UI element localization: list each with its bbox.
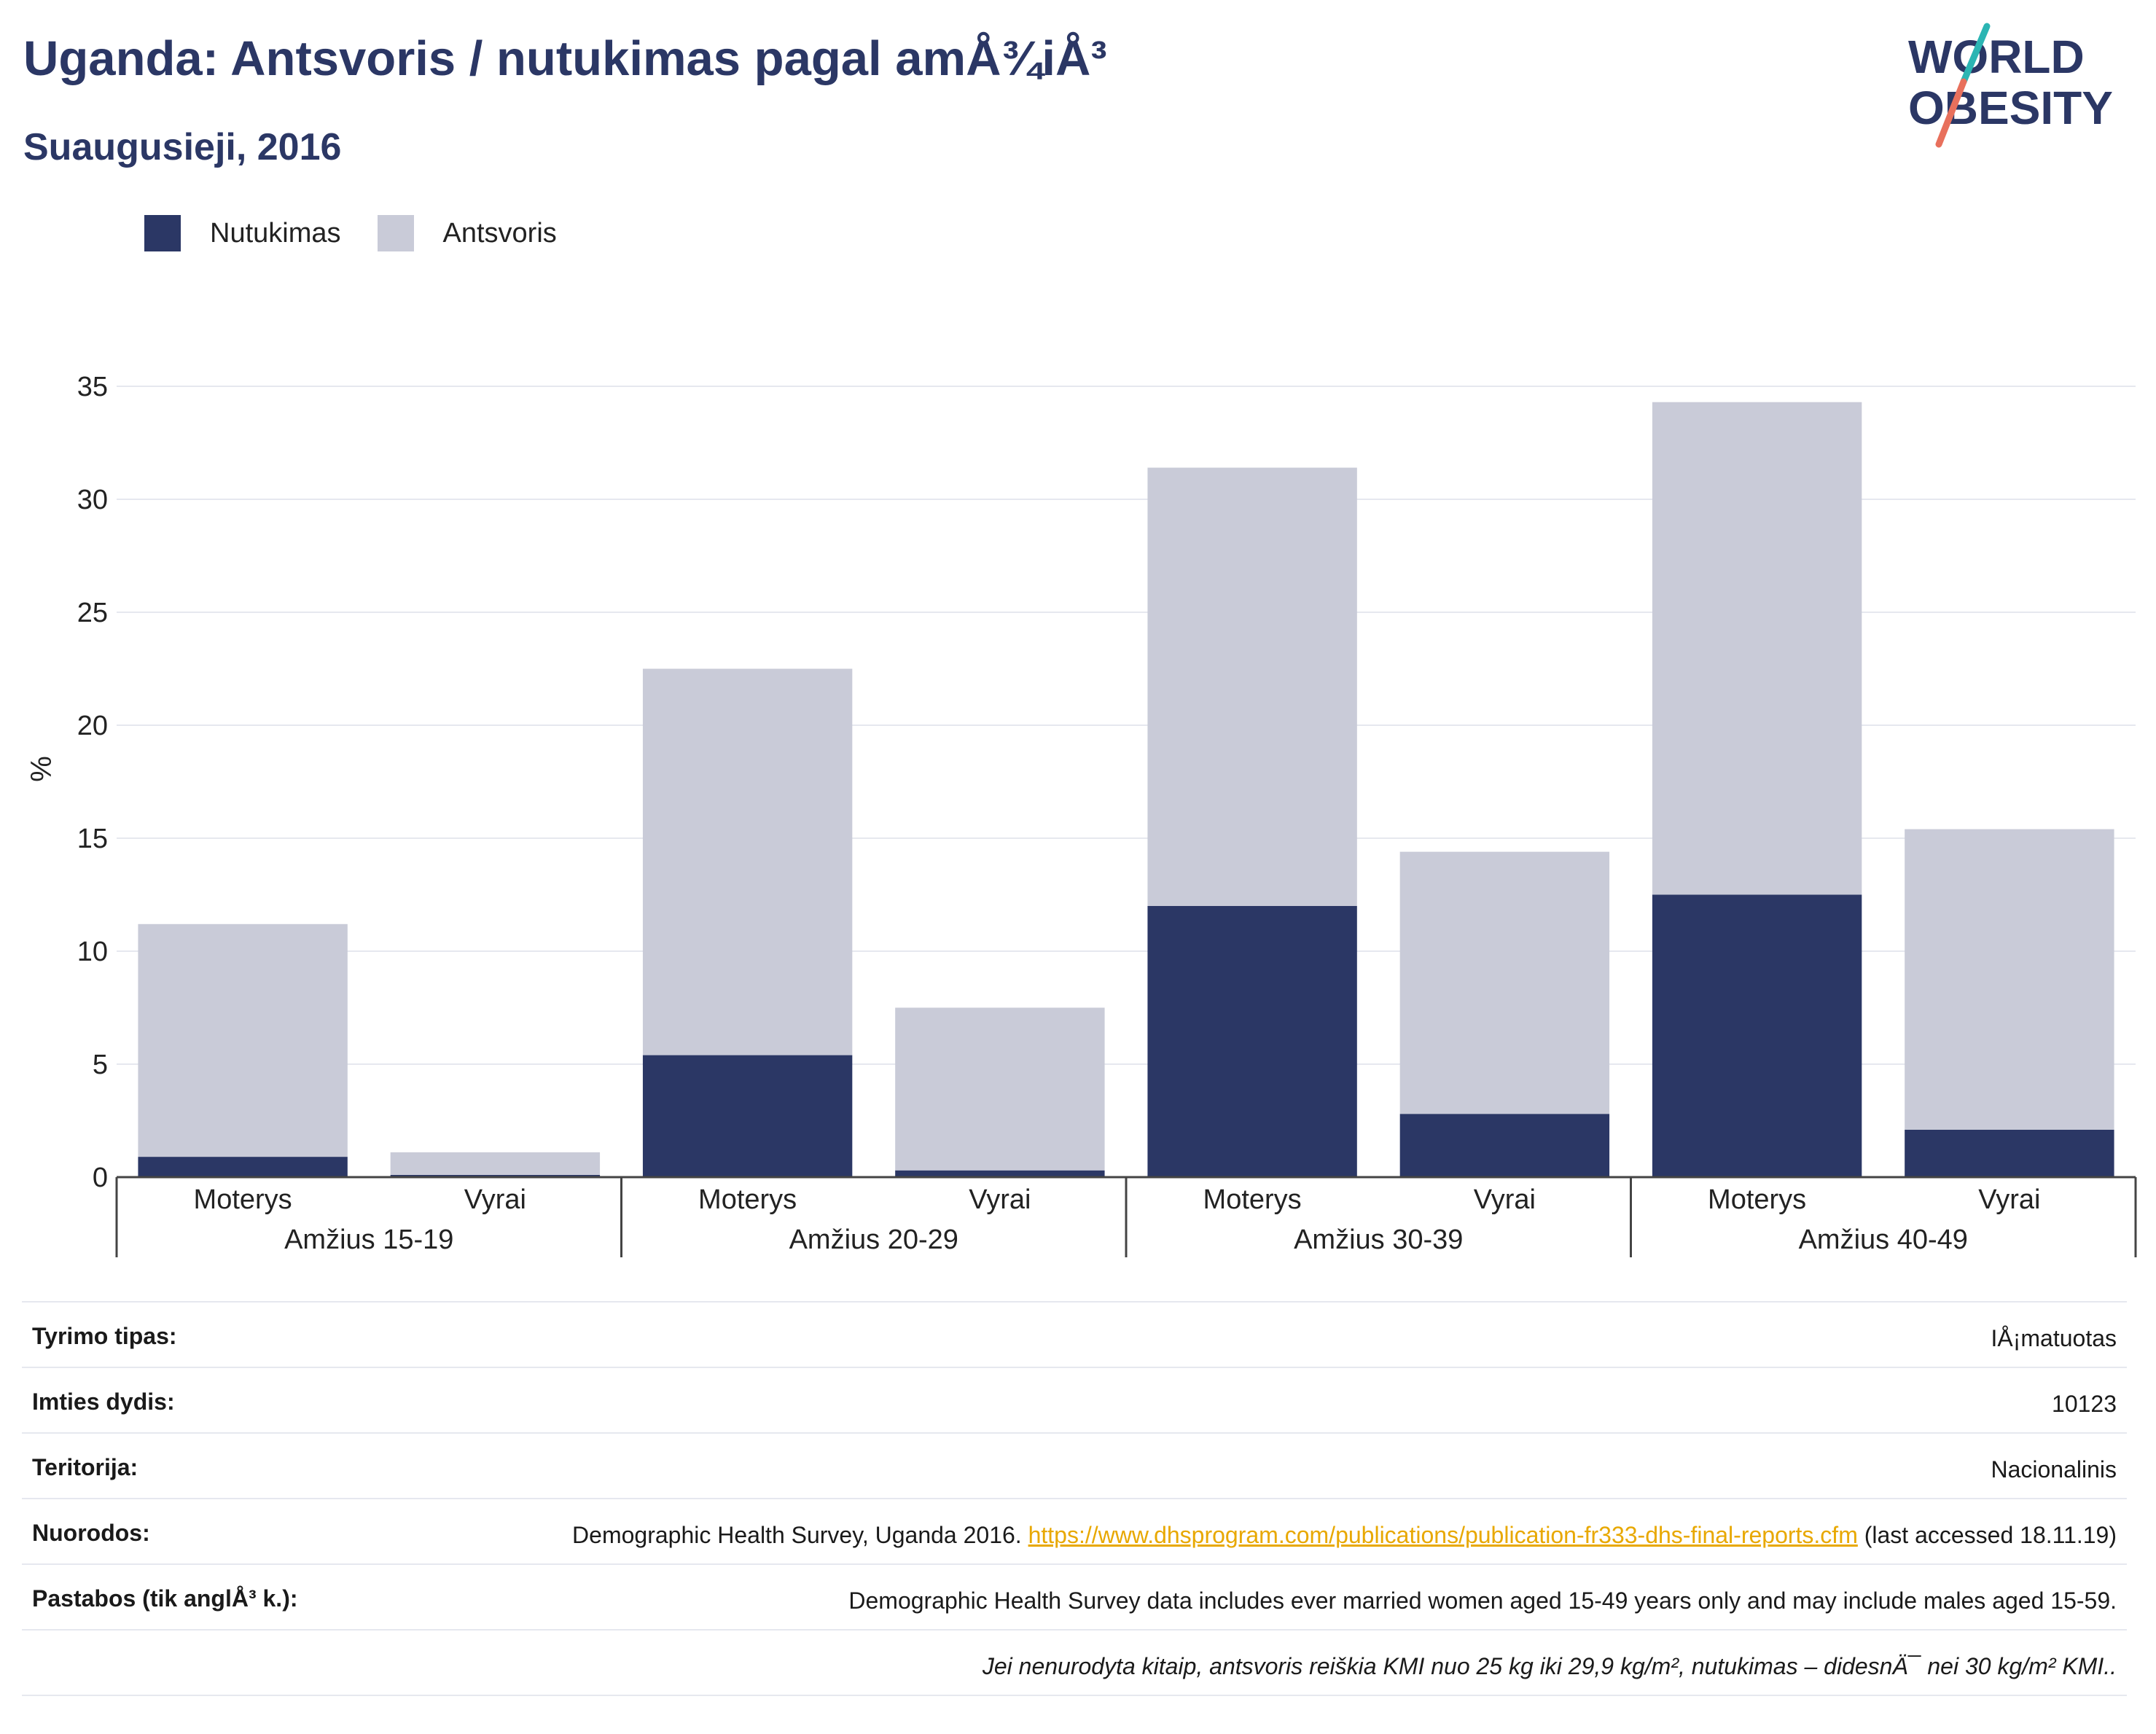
references-suffix: (last accessed 18.11.19): [1864, 1522, 2117, 1548]
legend-label-obesity: Nutukimas: [210, 217, 341, 249]
survey-type-label: Tyrimo tipas:: [32, 1323, 177, 1349]
legend-item-obesity: Nutukimas: [144, 215, 341, 251]
x-tick-label: Moterys: [1203, 1184, 1302, 1215]
legend-swatch-obesity: [144, 215, 181, 251]
bar-obesity-2: [642, 1055, 853, 1177]
x-tick-label: Vyrai: [969, 1184, 1031, 1215]
bar-overweight-4: [1147, 467, 1357, 906]
notes-label: Pastabos (tik anglÅ³ k.):: [32, 1585, 298, 1612]
y-axis-label: %: [26, 756, 58, 782]
logo-slash-teal: [1960, 23, 1991, 85]
group-label: Amžius 30-39: [1294, 1225, 1463, 1255]
info-row-territory: Teritorija: Nacionalinis: [22, 1432, 2127, 1498]
notes-value: Demographic Health Survey data includes …: [848, 1587, 2117, 1614]
group-label: Amžius 40-49: [1799, 1225, 1968, 1255]
bar-overweight-6: [1652, 402, 1862, 895]
group-label: Amžius 20-29: [789, 1225, 958, 1255]
bar-overweight-3: [895, 1007, 1105, 1171]
territory-value: Nacionalinis: [1991, 1456, 2117, 1483]
bar-obesity-6: [1652, 894, 1862, 1177]
y-tick-label: 20: [77, 711, 108, 741]
legend-label-overweight: Antsvoris: [442, 217, 557, 249]
logo-slash-coral: [1935, 78, 1967, 148]
legend-item-overweight: Antsvoris: [377, 215, 557, 251]
info-row-references: Nuorodos: Demographic Health Survey, Uga…: [22, 1498, 2127, 1563]
sample-size-value: 10123: [2052, 1391, 2117, 1417]
x-tick-label: Moterys: [698, 1184, 797, 1215]
y-tick-label: 30: [77, 485, 108, 515]
bar-obesity-0: [138, 1157, 348, 1177]
references-text: Demographic Health Survey, Uganda 2016.: [572, 1522, 1022, 1548]
info-row-notes: Pastabos (tik anglÅ³ k.): Demographic He…: [22, 1563, 2127, 1629]
sample-size-label: Imties dydis:: [32, 1389, 175, 1415]
footnote: Jei nenurodyta kitaip, antsvoris reiškia…: [982, 1653, 2117, 1679]
bar-obesity-1: [390, 1174, 601, 1177]
bar-overweight-2: [642, 668, 853, 1055]
x-tick-label: Moterys: [1708, 1184, 1806, 1215]
bars: [138, 402, 2114, 1177]
bar-obesity-5: [1399, 1114, 1610, 1177]
x-tick-label: Moterys: [194, 1184, 292, 1215]
y-tick-labels: 0 5 10 15 20 25 30 35: [77, 372, 108, 1193]
legend: Nutukimas Antsvoris: [144, 215, 593, 251]
y-tick-label: 15: [77, 824, 108, 854]
y-tick-label: 0: [93, 1163, 108, 1193]
references-label: Nuorodos:: [32, 1520, 150, 1546]
logo-line1: WORLD: [1908, 31, 2085, 83]
info-row-sample-size: Imties dydis: 10123: [22, 1367, 2127, 1432]
x-tick-label: Vyrai: [1978, 1184, 2040, 1215]
bar-overweight-5: [1399, 851, 1610, 1114]
grid-lines: [117, 386, 2136, 1065]
bar-obesity-3: [895, 1170, 1105, 1177]
info-row-footnote: Jei nenurodyta kitaip, antsvoris reiškia…: [22, 1629, 2127, 1696]
territory-label: Teritorija:: [32, 1454, 138, 1480]
bar-overweight-0: [138, 923, 348, 1157]
y-tick-label: 5: [93, 1050, 108, 1080]
group-label: Amžius 15-19: [284, 1225, 453, 1255]
x-tick-label: Vyrai: [1474, 1184, 1536, 1215]
bar-overweight-7: [1905, 829, 2114, 1130]
chart-subtitle: Suaugusieji, 2016: [23, 126, 342, 168]
references-value: Demographic Health Survey, Uganda 2016. …: [150, 1520, 2117, 1550]
bar-obesity-7: [1905, 1129, 2114, 1177]
world-obesity-logo: WORLD OBESITY: [1908, 23, 2113, 148]
bar-obesity-4: [1147, 906, 1357, 1177]
logo-line2: OBESITY: [1908, 82, 2113, 134]
y-tick-label: 10: [77, 937, 108, 967]
y-tick-label: 25: [77, 598, 108, 628]
bar-overweight-1: [390, 1152, 601, 1175]
references-link[interactable]: https://www.dhsprogram.com/publications/…: [1028, 1522, 1858, 1548]
info-row-survey-type: Tyrimo tipas: IÅ¡matuotas: [22, 1301, 2127, 1367]
x-axis: Moterys Vyrai Moterys Vyrai Moterys Vyrai Mote…: [115, 1176, 2137, 1257]
chart-title: Uganda: Antsvoris / nutukimas pagal amÅ¾…: [23, 31, 1107, 86]
x-tick-label: Vyrai: [464, 1184, 526, 1215]
info-table: Tyrimo tipas: IÅ¡matuotas Imties dydis: …: [22, 1301, 2127, 1696]
legend-swatch-overweight: [377, 215, 414, 251]
y-tick-label: 35: [77, 372, 108, 402]
survey-type-value: IÅ¡matuotas: [1991, 1325, 2117, 1351]
